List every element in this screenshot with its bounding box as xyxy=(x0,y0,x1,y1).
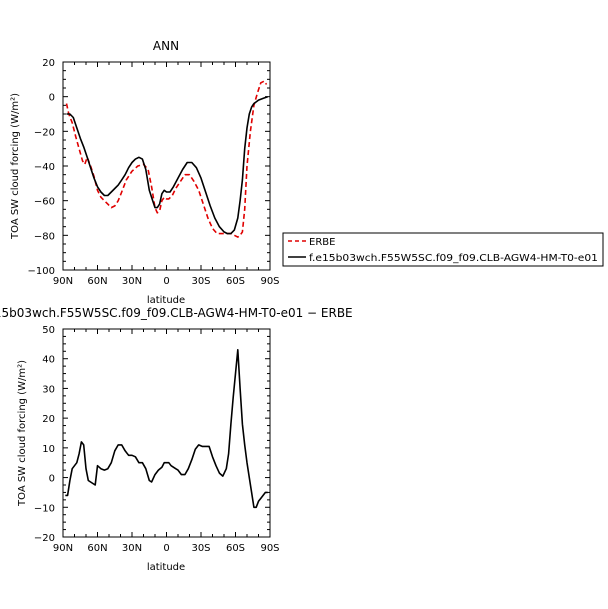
x-tick-label: 60N xyxy=(87,543,107,554)
top-panel-frame xyxy=(62,61,271,271)
bottom-panel-y-tick-labels: 50 40 30 20 10 0 −10 −20 xyxy=(34,325,55,544)
x-tick-label: 30S xyxy=(191,543,210,554)
y-tick-label: −20 xyxy=(34,127,55,138)
top-panel-series xyxy=(65,80,268,238)
x-tick-label: 0 xyxy=(163,543,169,554)
x-tick-label: 90N xyxy=(53,276,73,287)
top-panel-ticks xyxy=(62,61,271,271)
top-panel-title: ANN xyxy=(153,39,179,53)
y-tick-label: −100 xyxy=(28,266,55,277)
series-line-1 xyxy=(66,95,268,235)
series-line-0 xyxy=(65,80,268,238)
bottom-panel: f.e15b03wch.F55W5SC.f09_f09.CLB-AGW4-HM-… xyxy=(0,306,353,573)
x-tick-label: 90S xyxy=(260,543,279,554)
y-tick-label: −60 xyxy=(34,197,55,208)
bottom-panel-y-axis-label: TOA SW cloud forcing (W/m²) xyxy=(17,360,28,507)
series-line-0 xyxy=(65,348,268,509)
x-tick-label: 90N xyxy=(53,543,73,554)
legend-erbe-label: ERBE xyxy=(309,237,335,248)
y-tick-label: 20 xyxy=(42,58,55,69)
top-panel-y-axis-label: TOA SW cloud forcing (W/m²) xyxy=(10,93,21,240)
y-tick-label: 50 xyxy=(42,325,55,336)
top-panel: ANN 90N 60N 30N 0 30S 60S 90S 20 0 −20 −40 −60 −80 −… xyxy=(10,39,280,306)
bottom-panel-frame xyxy=(62,328,271,538)
top-panel-x-tick-labels: 90N 60N 30N 0 30S 60S 90S xyxy=(53,276,280,287)
bottom-panel-title: f.e15b03wch.F55W5SC.f09_f09.CLB-AGW4-HM-… xyxy=(0,306,353,320)
x-tick-label: 60N xyxy=(87,276,107,287)
legend-box xyxy=(282,232,604,267)
x-tick-label: 90S xyxy=(260,276,279,287)
x-tick-label: 60S xyxy=(226,276,245,287)
bottom-panel-x-tick-labels: 90N 60N 30N 0 30S 60S 90S xyxy=(53,543,280,554)
y-tick-label: −20 xyxy=(34,533,55,544)
y-tick-label: 30 xyxy=(42,384,55,395)
top-panel-y-tick-labels: 20 0 −20 −40 −60 −80 −100 xyxy=(28,58,55,277)
y-tick-label: 0 xyxy=(49,474,55,485)
x-tick-label: 0 xyxy=(163,276,169,287)
x-tick-label: 30N xyxy=(122,276,142,287)
y-tick-label: 0 xyxy=(49,93,55,104)
x-tick-label: 60S xyxy=(226,543,245,554)
bottom-panel-x-axis-label: latitude xyxy=(147,562,185,573)
y-tick-label: 40 xyxy=(42,355,55,366)
x-tick-label: 30N xyxy=(122,543,142,554)
y-tick-label: 20 xyxy=(42,414,55,425)
y-tick-label: −80 xyxy=(34,231,55,242)
bottom-panel-series xyxy=(65,348,268,509)
x-tick-label: 30S xyxy=(191,276,210,287)
y-tick-label: 10 xyxy=(42,444,55,455)
y-tick-label: −10 xyxy=(34,503,55,514)
top-panel-x-axis-label: latitude xyxy=(147,295,185,306)
y-tick-label: −40 xyxy=(34,162,55,173)
legend: ERBE f.e15b03wch.F55W5SC.f09_f09.CLB-AGW… xyxy=(282,232,604,267)
legend-model-label: f.e15b03wch.F55W5SC.f09_f09.CLB-AGW4-HM-… xyxy=(309,253,598,264)
